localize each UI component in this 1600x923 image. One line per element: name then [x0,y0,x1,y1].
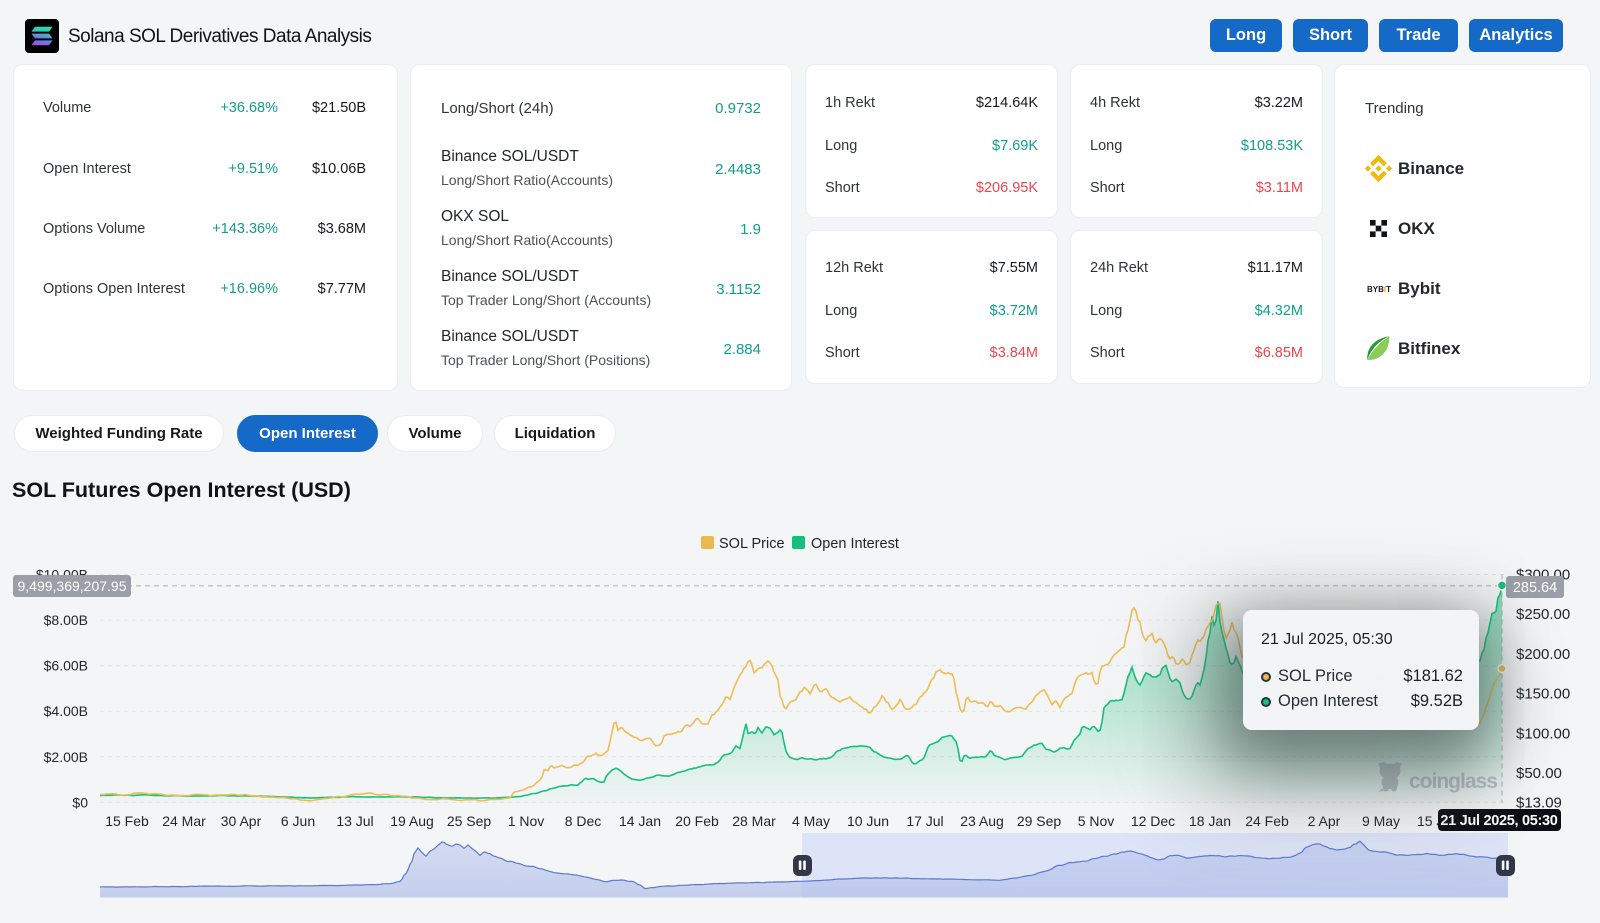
svg-text:30 Apr: 30 Apr [221,813,262,829]
svg-text:Open Interest: Open Interest [811,536,899,552]
svg-text:$0: $0 [72,794,88,810]
svg-text:21 Jul 2025, 05:30: 21 Jul 2025, 05:30 [1440,813,1557,829]
svg-text:$150.00: $150.00 [1516,686,1570,703]
svg-text:4 May: 4 May [792,813,830,829]
svg-text:$100.00: $100.00 [1516,725,1570,742]
svg-text:$2.00B: $2.00B [44,749,88,765]
svg-text:24 Feb: 24 Feb [1245,813,1289,829]
svg-text:28 Mar: 28 Mar [732,813,776,829]
svg-text:10 Jun: 10 Jun [847,813,889,829]
svg-text:$50.00: $50.00 [1516,765,1562,782]
svg-text:285.64: 285.64 [1513,580,1557,596]
svg-text:$6.00B: $6.00B [44,658,88,674]
svg-text:17 Jul: 17 Jul [906,813,943,829]
svg-text:9 May: 9 May [1362,813,1400,829]
svg-text:15 Feb: 15 Feb [105,813,149,829]
svg-text:$250.00: $250.00 [1516,606,1570,623]
svg-text:$13.09: $13.09 [1516,794,1562,811]
svg-text:24 Mar: 24 Mar [162,813,206,829]
svg-text:9,499,369,207.95: 9,499,369,207.95 [18,578,127,594]
svg-text:coinglass: coinglass [1409,770,1497,793]
svg-text:18 Jan: 18 Jan [1189,813,1231,829]
svg-text:14 Jan: 14 Jan [619,813,661,829]
svg-text:25 Sep: 25 Sep [447,813,492,829]
svg-text:2 Apr: 2 Apr [1308,813,1341,829]
svg-text:SOL Price: SOL Price [719,536,785,552]
svg-text:$200.00: $200.00 [1516,646,1570,663]
svg-text:5 Nov: 5 Nov [1078,813,1115,829]
svg-text:12 Dec: 12 Dec [1131,813,1175,829]
svg-text:23 Aug: 23 Aug [960,813,1004,829]
svg-text:19 Aug: 19 Aug [390,813,434,829]
svg-text:13 Jul: 13 Jul [336,813,373,829]
svg-text:$8.00B: $8.00B [44,612,88,628]
svg-text:20 Feb: 20 Feb [675,813,719,829]
svg-text:$4.00B: $4.00B [44,703,88,719]
svg-text:1 Nov: 1 Nov [508,813,545,829]
svg-text:29 Sep: 29 Sep [1017,813,1062,829]
svg-text:6 Jun: 6 Jun [281,813,315,829]
svg-text:8 Dec: 8 Dec [565,813,602,829]
